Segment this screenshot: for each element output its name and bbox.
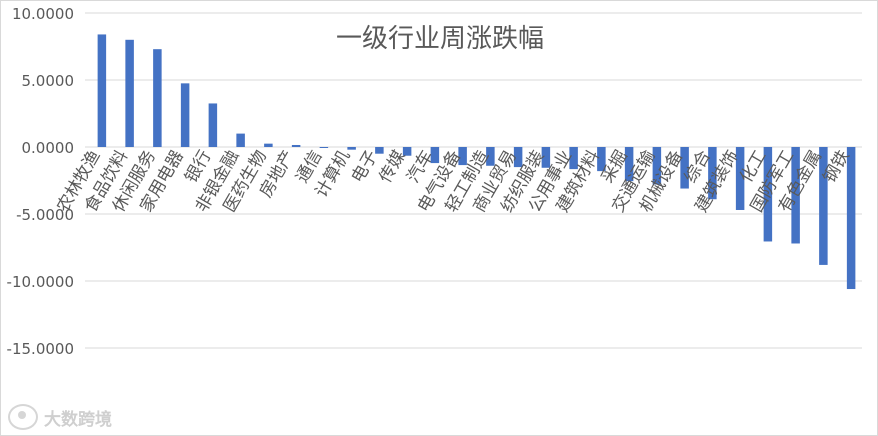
y-tick-label: -5.0000 (16, 206, 74, 224)
bar (347, 147, 356, 150)
watermark-text: 大数跨境 (44, 409, 112, 430)
bar (791, 147, 800, 244)
watermark-logo-icon (8, 404, 38, 430)
watermark: 大数跨境 (8, 404, 112, 430)
bar (97, 34, 107, 147)
bar (708, 147, 717, 200)
y-tick-label: 0.0000 (22, 139, 75, 157)
bar (513, 147, 523, 168)
bar (597, 147, 606, 172)
bar (763, 147, 773, 242)
bar (153, 49, 162, 147)
bar (264, 143, 273, 147)
y-tick-label: -10.0000 (7, 273, 74, 291)
bar (680, 147, 689, 189)
bar (541, 147, 551, 168)
bar (375, 147, 384, 154)
bar (291, 144, 301, 147)
bar (458, 147, 467, 166)
y-tick-label: -15.0000 (7, 340, 74, 358)
bar (735, 147, 745, 210)
y-tick-label: 5.0000 (22, 72, 75, 90)
bar (208, 103, 218, 147)
bar (846, 147, 856, 290)
bar (180, 83, 190, 147)
bar (624, 147, 634, 182)
bar (430, 147, 440, 164)
bar (569, 147, 578, 170)
bar (652, 147, 662, 185)
bar (486, 147, 495, 166)
chart-title: 一级行业周涨跌幅 (336, 24, 544, 54)
bar (402, 147, 412, 156)
bar (236, 133, 245, 147)
bar (819, 147, 828, 265)
bar (125, 39, 134, 147)
bar (319, 147, 329, 148)
y-tick-label: 10.0000 (12, 5, 74, 23)
